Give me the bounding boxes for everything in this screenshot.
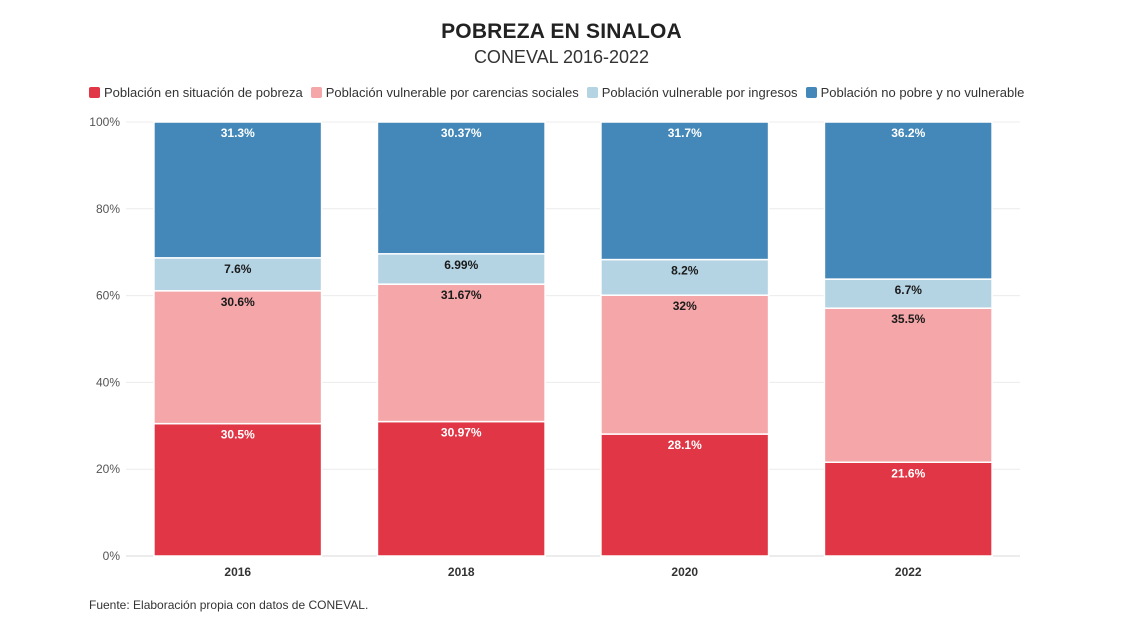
legend-swatch-carencias — [310, 87, 322, 98]
data-label: 30.37% — [441, 126, 482, 140]
legend-item-no-pobre[interactable]: Población no pobre y no vulnerable — [805, 85, 1025, 100]
bar-segment — [823, 278, 993, 309]
bar-segment — [153, 290, 323, 425]
y-tick-label: 20% — [96, 462, 120, 476]
x-tick-label: 2016 — [224, 565, 251, 579]
bar-segment — [376, 283, 546, 423]
data-label: 30.6% — [221, 295, 255, 309]
bar-segment — [823, 121, 993, 280]
legend-swatch-pobreza — [89, 87, 100, 98]
y-tick-label: 80% — [96, 202, 120, 216]
data-label: 21.6% — [891, 466, 925, 480]
bar-segment — [600, 258, 770, 296]
chart-title: POBREZA EN SINALOA — [441, 20, 682, 43]
y-tick-label: 100% — [89, 115, 120, 129]
data-label: 8.2% — [671, 264, 699, 278]
data-label: 7.6% — [224, 262, 252, 276]
bar-segment — [376, 420, 546, 557]
bar-segment — [600, 121, 770, 261]
data-label: 31.3% — [221, 126, 255, 140]
legend-swatch-no-pobre — [805, 87, 817, 98]
legend-label-carencias: Población vulnerable por carencias socia… — [325, 85, 579, 100]
bar-segment — [823, 461, 993, 557]
legend-label-no-pobre: Población no pobre y no vulnerable — [820, 85, 1025, 100]
bar-segment — [376, 253, 546, 285]
data-label: 36.2% — [891, 126, 925, 140]
bar-segment — [376, 121, 546, 255]
source-note: Fuente: Elaboración propia con datos de … — [89, 598, 369, 612]
data-label: 6.99% — [444, 258, 478, 272]
data-label: 6.7% — [895, 283, 923, 297]
x-tick-label: 2020 — [671, 565, 698, 579]
legend-label-pobreza: Población en situación de pobreza — [104, 85, 303, 100]
y-tick-label: 60% — [96, 289, 120, 303]
x-tick-label: 2022 — [895, 565, 922, 579]
data-label: 32% — [673, 299, 697, 313]
legend-item-ingresos[interactable]: Población vulnerable por ingresos — [586, 85, 798, 100]
bar-segment — [600, 433, 770, 557]
data-label: 35.5% — [891, 312, 925, 326]
bar-segment — [823, 307, 993, 464]
data-label: 31.7% — [668, 126, 702, 140]
legend-item-pobreza[interactable]: Población en situación de pobreza — [89, 85, 303, 100]
legend: Población en situación de pobreza Poblac… — [89, 85, 1032, 100]
data-label: 30.97% — [441, 426, 482, 440]
bar-segment — [153, 422, 323, 557]
y-tick-label: 40% — [96, 375, 120, 389]
data-label: 30.5% — [221, 428, 255, 442]
data-label: 31.67% — [441, 288, 482, 302]
chart-subtitle: CONEVAL 2016-2022 — [473, 47, 650, 67]
data-label: 28.1% — [668, 438, 702, 452]
legend-item-carencias[interactable]: Población vulnerable por carencias socia… — [310, 85, 579, 100]
legend-swatch-ingresos — [586, 87, 598, 98]
bar-segment — [153, 257, 323, 292]
bar-segment — [153, 121, 323, 259]
x-tick-label: 2018 — [448, 565, 475, 579]
legend-label-ingresos: Población vulnerable por ingresos — [601, 85, 798, 100]
y-tick-label: 0% — [103, 549, 121, 563]
bar-segment — [600, 294, 770, 435]
